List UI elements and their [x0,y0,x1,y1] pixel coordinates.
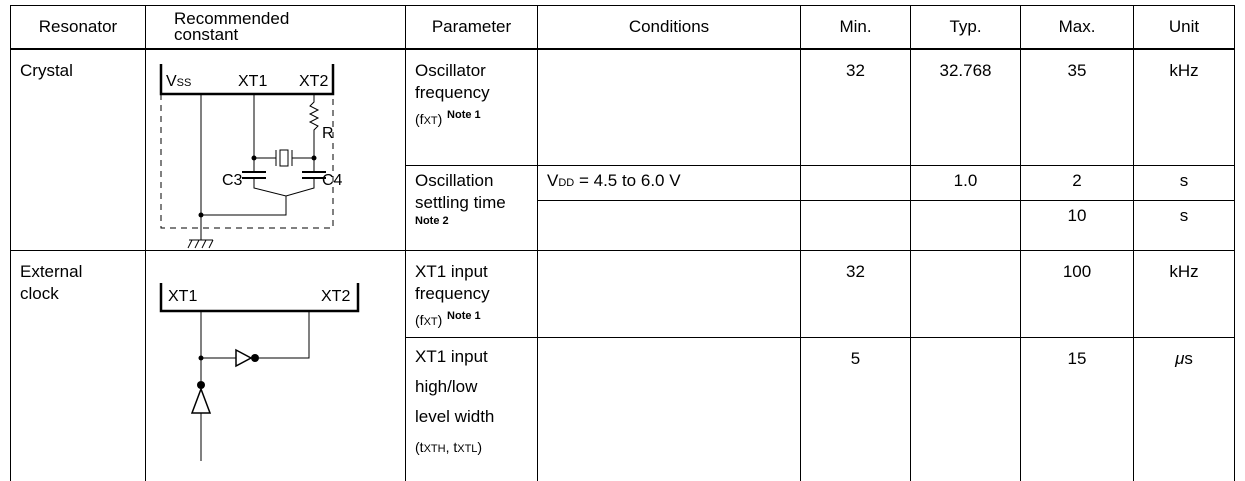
conditions-cell [537,199,801,251]
circuit-label: C3 [222,172,243,189]
unit-cell: kHz [1133,48,1235,166]
symbol-part: , t [445,438,458,455]
conditions-part: = 4.5 to 6.0 V [574,171,681,190]
header-text: constant [174,24,239,44]
label-sub: SS [177,77,192,89]
note: Note 1 [447,309,481,322]
symbol-part: ) [437,312,443,329]
parameter-text: XT1 input [415,346,488,366]
circuit-drawing [159,63,335,248]
resonator-cell: External clock [10,249,146,481]
circuit-label: R [322,125,334,142]
max-cell: 35 [1020,48,1134,166]
typ-cell [910,199,1021,251]
circuit-drawing [159,282,360,461]
circuit-cell: VSS XT1 XT2 R C3 C4 [145,48,406,251]
min-cell: 5 [800,336,911,481]
unit-cell: s [1133,199,1235,251]
unit-cell: s [1133,165,1235,201]
circuit-cell: XT1 XT2 [145,249,406,481]
external-clock-circuit: XT1 XT2 [159,282,360,461]
parameter-cell: Oscillation settling time Note 2 [405,165,538,251]
symbol-sub: XT [423,115,438,128]
typ-cell: 32.768 [910,48,1021,166]
row: Crystal VSS XT1 XT2 R C3 C4 Oscillator fr… [10,48,1235,251]
resonator-cell: Crystal [10,48,146,251]
unit-cell: kHz [1133,249,1235,338]
parameter-text: Oscillation [415,171,494,190]
conditions-cell: VDD = 4.5 to 6.0 V [537,165,801,201]
row: XT1 input high/low level width (tXTH, tXTL)… [11,336,1235,481]
resonator-text: clock [20,283,59,303]
symbol: (fXT) [415,111,442,127]
unit-cell: μs [1133,336,1235,481]
parameter-text: Oscillator [415,60,486,80]
parameter-text: frequency [415,283,490,303]
conditions-part: V [547,171,559,190]
note: Note 1 [447,108,481,121]
row: External clock XT1 XT2 XT1 input frequency… [10,249,1235,481]
typ-cell: 1.0 [910,165,1021,201]
conditions-cell [537,249,801,338]
parameter-text: level width [415,406,495,426]
crystal-circuit: VSS XT1 XT2 R C3 C4 [159,63,343,248]
symbol-part: ) [477,438,483,455]
min-cell [800,199,911,251]
conditions-cell [537,336,801,481]
header-cell: Unit [1133,5,1235,50]
max-cell: 2 [1020,165,1134,201]
header-cell: Min. [800,5,911,50]
parameter-cell: XT1 input high/low level width (tXTH, tXTL) [405,336,538,481]
header-text: Recommended [174,8,290,28]
symbol-part: (f [415,111,424,128]
max-cell: 100 [1020,249,1134,338]
symbol-part: ) [437,111,443,128]
min-cell: 32 [800,48,911,166]
circuit-label: XT2 [299,73,328,90]
conditions-cell [537,48,801,166]
typ-cell [910,249,1021,338]
unit-part: μ [1175,348,1185,368]
parameter-text: XT1 input [415,261,488,281]
circuit-label: VSS [166,73,191,90]
typ-cell [910,336,1021,481]
label-part: V [166,73,177,90]
circuit-label: XT1 [168,288,197,305]
max-cell: 15 [1020,336,1134,481]
circuit-label: C4 [322,172,343,189]
conditions-sub: DD [558,177,575,189]
symbol-part: (t [415,438,424,455]
symbol-part: (f [415,312,424,329]
parameter-text: frequency [415,82,490,102]
header-cell: Parameter [405,5,538,50]
header-cell: Recommended constant [145,5,406,50]
min-cell: 32 [800,249,911,338]
max-cell: 10 [1020,199,1134,251]
parameter-cell: Oscillator frequency (fXT) Note 1 [405,48,538,166]
min-cell [800,165,911,201]
header-cell: Conditions [537,5,801,50]
symbol: (fXT) [415,312,442,328]
header-cell: Resonator [10,5,146,50]
header-row: Resonator Recommended constant Parameter … [10,5,1235,50]
symbol: (tXTH, tXTL) [415,439,482,455]
header-cell: Typ. [910,5,1021,50]
header-cell: Max. [1020,5,1134,50]
parameter-text: high/low [415,376,478,396]
resonator-text: External [20,261,83,281]
spec-table: Resonator Recommended constant Parameter … [10,5,1235,481]
symbol-sub: XTL [457,442,478,455]
parameter-cell: XT1 input frequency (fXT) Note 1 [405,249,538,338]
circuit-label: XT1 [238,73,267,90]
note: Note 2 [415,215,449,227]
parameter-text: settling time [415,193,506,212]
unit-part: s [1184,348,1193,368]
symbol-sub: XTH [423,442,446,455]
circuit-label: XT2 [321,288,350,305]
symbol-sub: XT [423,316,438,329]
